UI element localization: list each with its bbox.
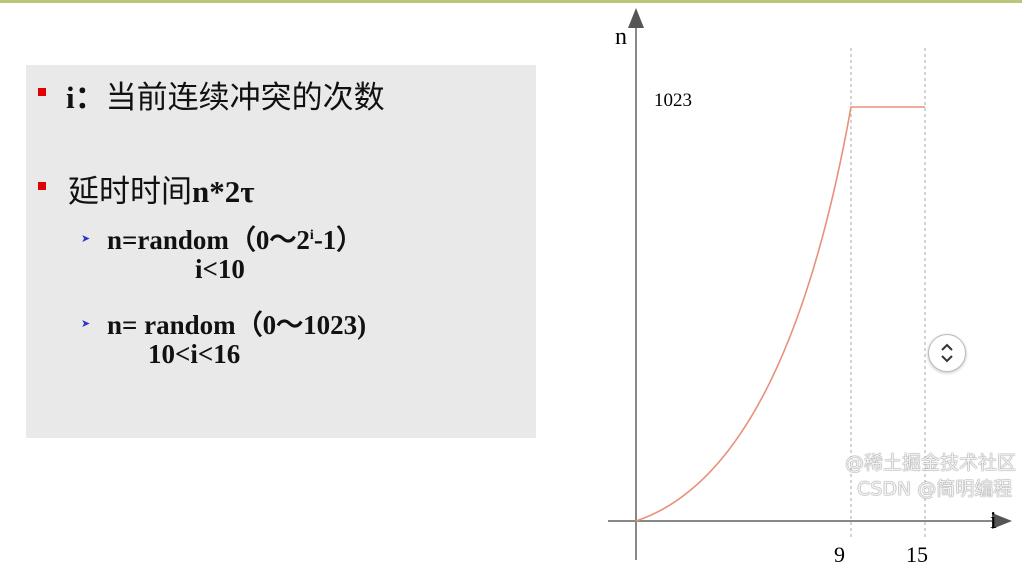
watermark-2: CSDN @简明编程 [857,478,1013,500]
arrow-bullet-icon: ➤ [81,317,91,330]
bullet-icon [38,88,46,96]
y-axis-label: n [615,24,627,50]
watermark-1: @稀土掘金技术社区 [845,452,1017,474]
bullet-1: i：当前连续冲突的次数 [66,72,385,117]
superscript: i [309,228,314,243]
bullet-icon [38,182,46,190]
top-border [0,0,1022,3]
sub-bullet-1: n=random（0～2i-1） [107,218,363,257]
x-tick-label: 9 [834,542,845,566]
bullet-2: 延时时间n*2τ [68,166,255,211]
bullet-2-text: n*2τ [192,174,255,209]
arrow-bullet-icon: ➤ [81,232,91,245]
bullet-2-label: 延时时间 [68,174,192,209]
chevron-up-down-icon [941,343,953,363]
sub-bullet-2-condition: 10<i<16 [148,339,241,369]
sub-bullet-1-condition: i<10 [195,254,245,284]
sub-bullet-2: n= random（0～1023) [107,310,367,340]
scroll-button[interactable] [928,334,966,372]
y-tick-label: 1023 [654,90,692,111]
sub-bullet-1-prefix: n=random（0～2 [107,225,310,255]
sub-bullet-1-suffix: -1） [313,225,364,255]
series-line [635,106,925,522]
bullet-1-label: i： [66,80,106,115]
x-axis-label: i [990,508,997,534]
content-box [26,65,536,438]
bullet-1-text: 当前连续冲突的次数 [105,80,385,115]
x-tick-label: 15 [906,542,928,566]
